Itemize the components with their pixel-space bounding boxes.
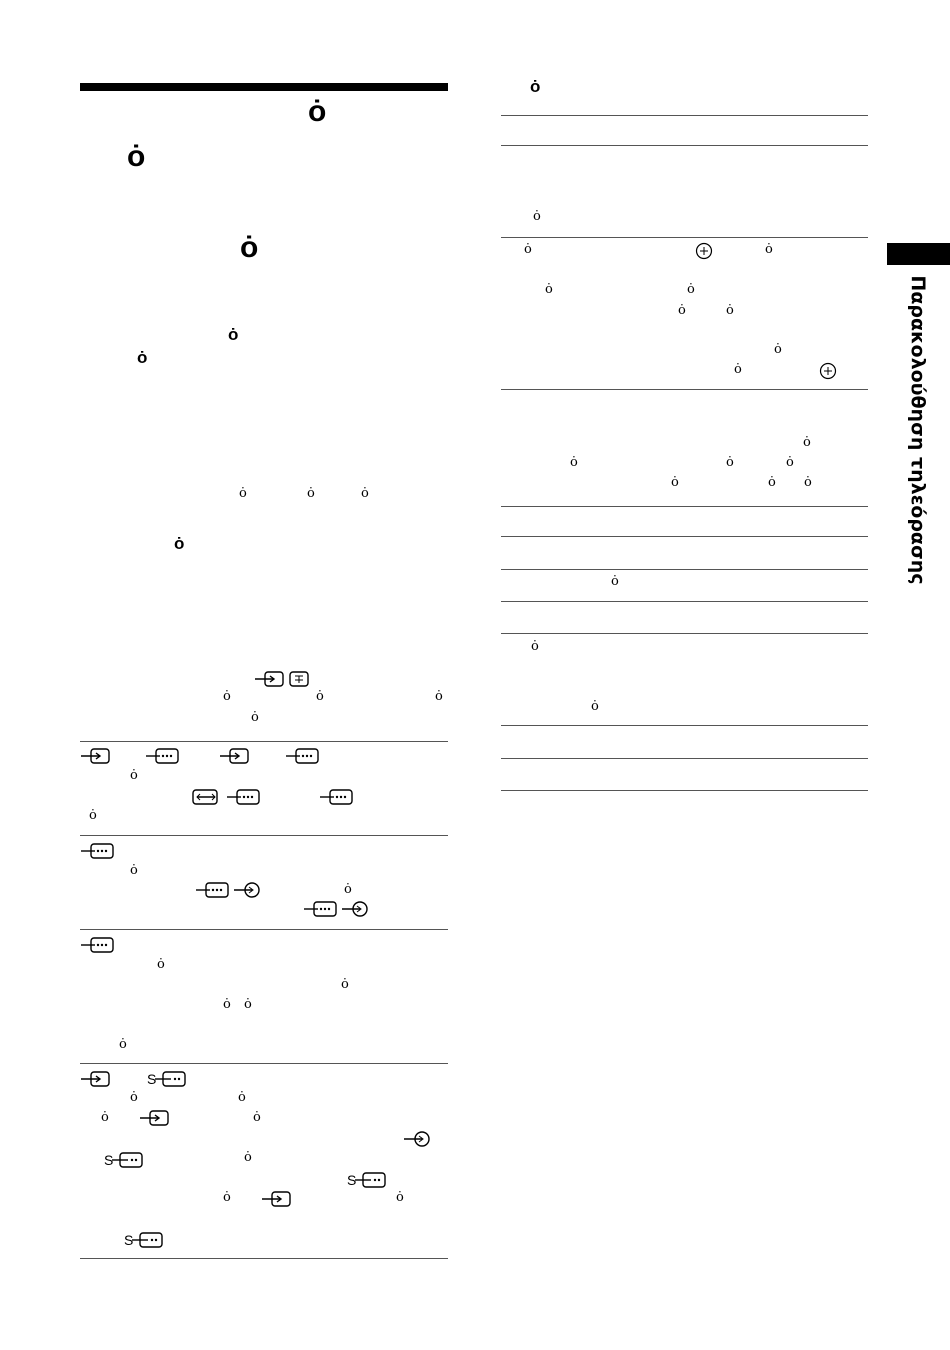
right-heading-glyph: ȯ xyxy=(530,77,541,96)
body-glyph: ȯ xyxy=(228,325,239,344)
av-multi-input-icon xyxy=(196,882,229,898)
body-glyph: ȯ xyxy=(251,710,259,725)
body-glyph: ȯ xyxy=(671,475,679,490)
input-arrow-icon xyxy=(140,1110,169,1126)
table-rule xyxy=(80,741,448,742)
body-glyph: ȯ xyxy=(341,977,349,992)
plus-circle-icon xyxy=(695,242,713,260)
body-glyph: ȯ xyxy=(524,242,532,257)
body-glyph: ȯ xyxy=(361,486,369,501)
body-glyph: ȯ xyxy=(157,957,165,972)
body-glyph: ȯ xyxy=(253,1110,261,1125)
body-glyph: ȯ xyxy=(678,303,686,318)
body-glyph: ȯ xyxy=(223,997,231,1012)
body-glyph: ȯ xyxy=(238,1090,246,1105)
svideo-input-icon xyxy=(355,1172,386,1188)
body-glyph: ȯ xyxy=(119,1037,127,1052)
svideo-prefix: S xyxy=(147,1071,157,1087)
table-rule xyxy=(80,1063,448,1064)
table-rule xyxy=(501,145,868,146)
input-arrow-icon xyxy=(81,748,110,764)
plus-circle-icon xyxy=(819,362,837,380)
body-glyph: ȯ xyxy=(545,282,553,297)
subheading-glyph: ȯ xyxy=(240,231,259,264)
body-glyph: ȯ xyxy=(570,455,578,470)
av-multi-input-icon xyxy=(81,843,114,859)
output-arrow-icon xyxy=(234,882,260,898)
svideo-input-icon xyxy=(112,1152,143,1168)
av-multi-input-icon xyxy=(286,748,319,764)
body-glyph: ȯ xyxy=(130,1090,138,1105)
body-glyph: ȯ xyxy=(803,435,811,450)
section-tab-marker xyxy=(887,243,950,265)
side-tab-label: Παρακολούθηση τηλεόρασης xyxy=(907,275,929,585)
body-glyph: ȯ xyxy=(435,689,443,704)
table-rule xyxy=(80,835,448,836)
table-rule xyxy=(501,601,868,602)
body-glyph: ȯ xyxy=(89,808,97,823)
input-arrow-icon xyxy=(220,748,249,764)
body-glyph: ȯ xyxy=(786,455,794,470)
body-glyph: ȯ xyxy=(223,1190,231,1205)
body-glyph: ȯ xyxy=(174,534,185,553)
body-glyph: ȯ xyxy=(316,689,324,704)
bidirectional-io-icon xyxy=(192,789,218,805)
body-glyph: ȯ xyxy=(611,574,619,589)
body-glyph: ȯ xyxy=(244,1150,252,1165)
av-multi-input-icon xyxy=(227,789,260,805)
body-glyph: ȯ xyxy=(765,242,773,257)
av-multi-input-icon xyxy=(146,748,179,764)
heading-glyph: ȯ xyxy=(127,140,146,173)
body-glyph: ȯ xyxy=(223,689,231,704)
svideo-input-icon xyxy=(155,1071,186,1087)
table-rule xyxy=(501,758,868,759)
heading-rule xyxy=(80,83,448,91)
output-arrow-icon xyxy=(404,1131,430,1147)
input-arrow-icon xyxy=(255,671,284,687)
body-glyph: ȯ xyxy=(344,882,352,897)
body-glyph: ȯ xyxy=(774,342,782,357)
output-arrow-icon xyxy=(342,901,368,917)
body-glyph: ȯ xyxy=(396,1190,404,1205)
body-glyph: ȯ xyxy=(726,455,734,470)
body-glyph: ȯ xyxy=(239,486,247,501)
input-arrow-icon xyxy=(81,1071,110,1087)
table-rule xyxy=(501,506,868,507)
body-glyph: ȯ xyxy=(804,475,812,490)
table-rule xyxy=(501,633,868,634)
body-glyph: ȯ xyxy=(531,639,539,654)
heading-glyph: ȯ xyxy=(308,95,327,128)
table-rule xyxy=(501,237,868,238)
table-rule xyxy=(80,1258,448,1259)
av-multi-input-icon xyxy=(81,937,114,953)
av-multi-input-icon xyxy=(304,901,337,917)
body-glyph: ȯ xyxy=(726,303,734,318)
teletext-icon xyxy=(289,671,309,687)
table-rule xyxy=(501,725,868,726)
svideo-prefix: S xyxy=(347,1172,357,1188)
table-rule xyxy=(501,569,868,570)
body-glyph: ȯ xyxy=(130,768,138,783)
body-glyph: ȯ xyxy=(137,348,148,367)
input-arrow-icon xyxy=(262,1191,291,1207)
body-glyph: ȯ xyxy=(101,1110,109,1125)
body-glyph: ȯ xyxy=(533,209,541,224)
svideo-prefix: S xyxy=(104,1152,114,1168)
body-glyph: ȯ xyxy=(244,997,252,1012)
body-glyph: ȯ xyxy=(307,486,315,501)
table-rule xyxy=(501,790,868,791)
av-multi-input-icon xyxy=(320,789,353,805)
table-rule xyxy=(501,389,868,390)
body-glyph: ȯ xyxy=(734,362,742,377)
body-glyph: ȯ xyxy=(687,282,695,297)
svideo-prefix: S xyxy=(124,1232,134,1248)
table-rule xyxy=(501,536,868,537)
body-glyph: ȯ xyxy=(591,699,599,714)
table-rule xyxy=(501,115,868,116)
table-rule xyxy=(80,929,448,930)
body-glyph: ȯ xyxy=(768,475,776,490)
body-glyph: ȯ xyxy=(130,863,138,878)
svideo-input-icon xyxy=(132,1232,163,1248)
